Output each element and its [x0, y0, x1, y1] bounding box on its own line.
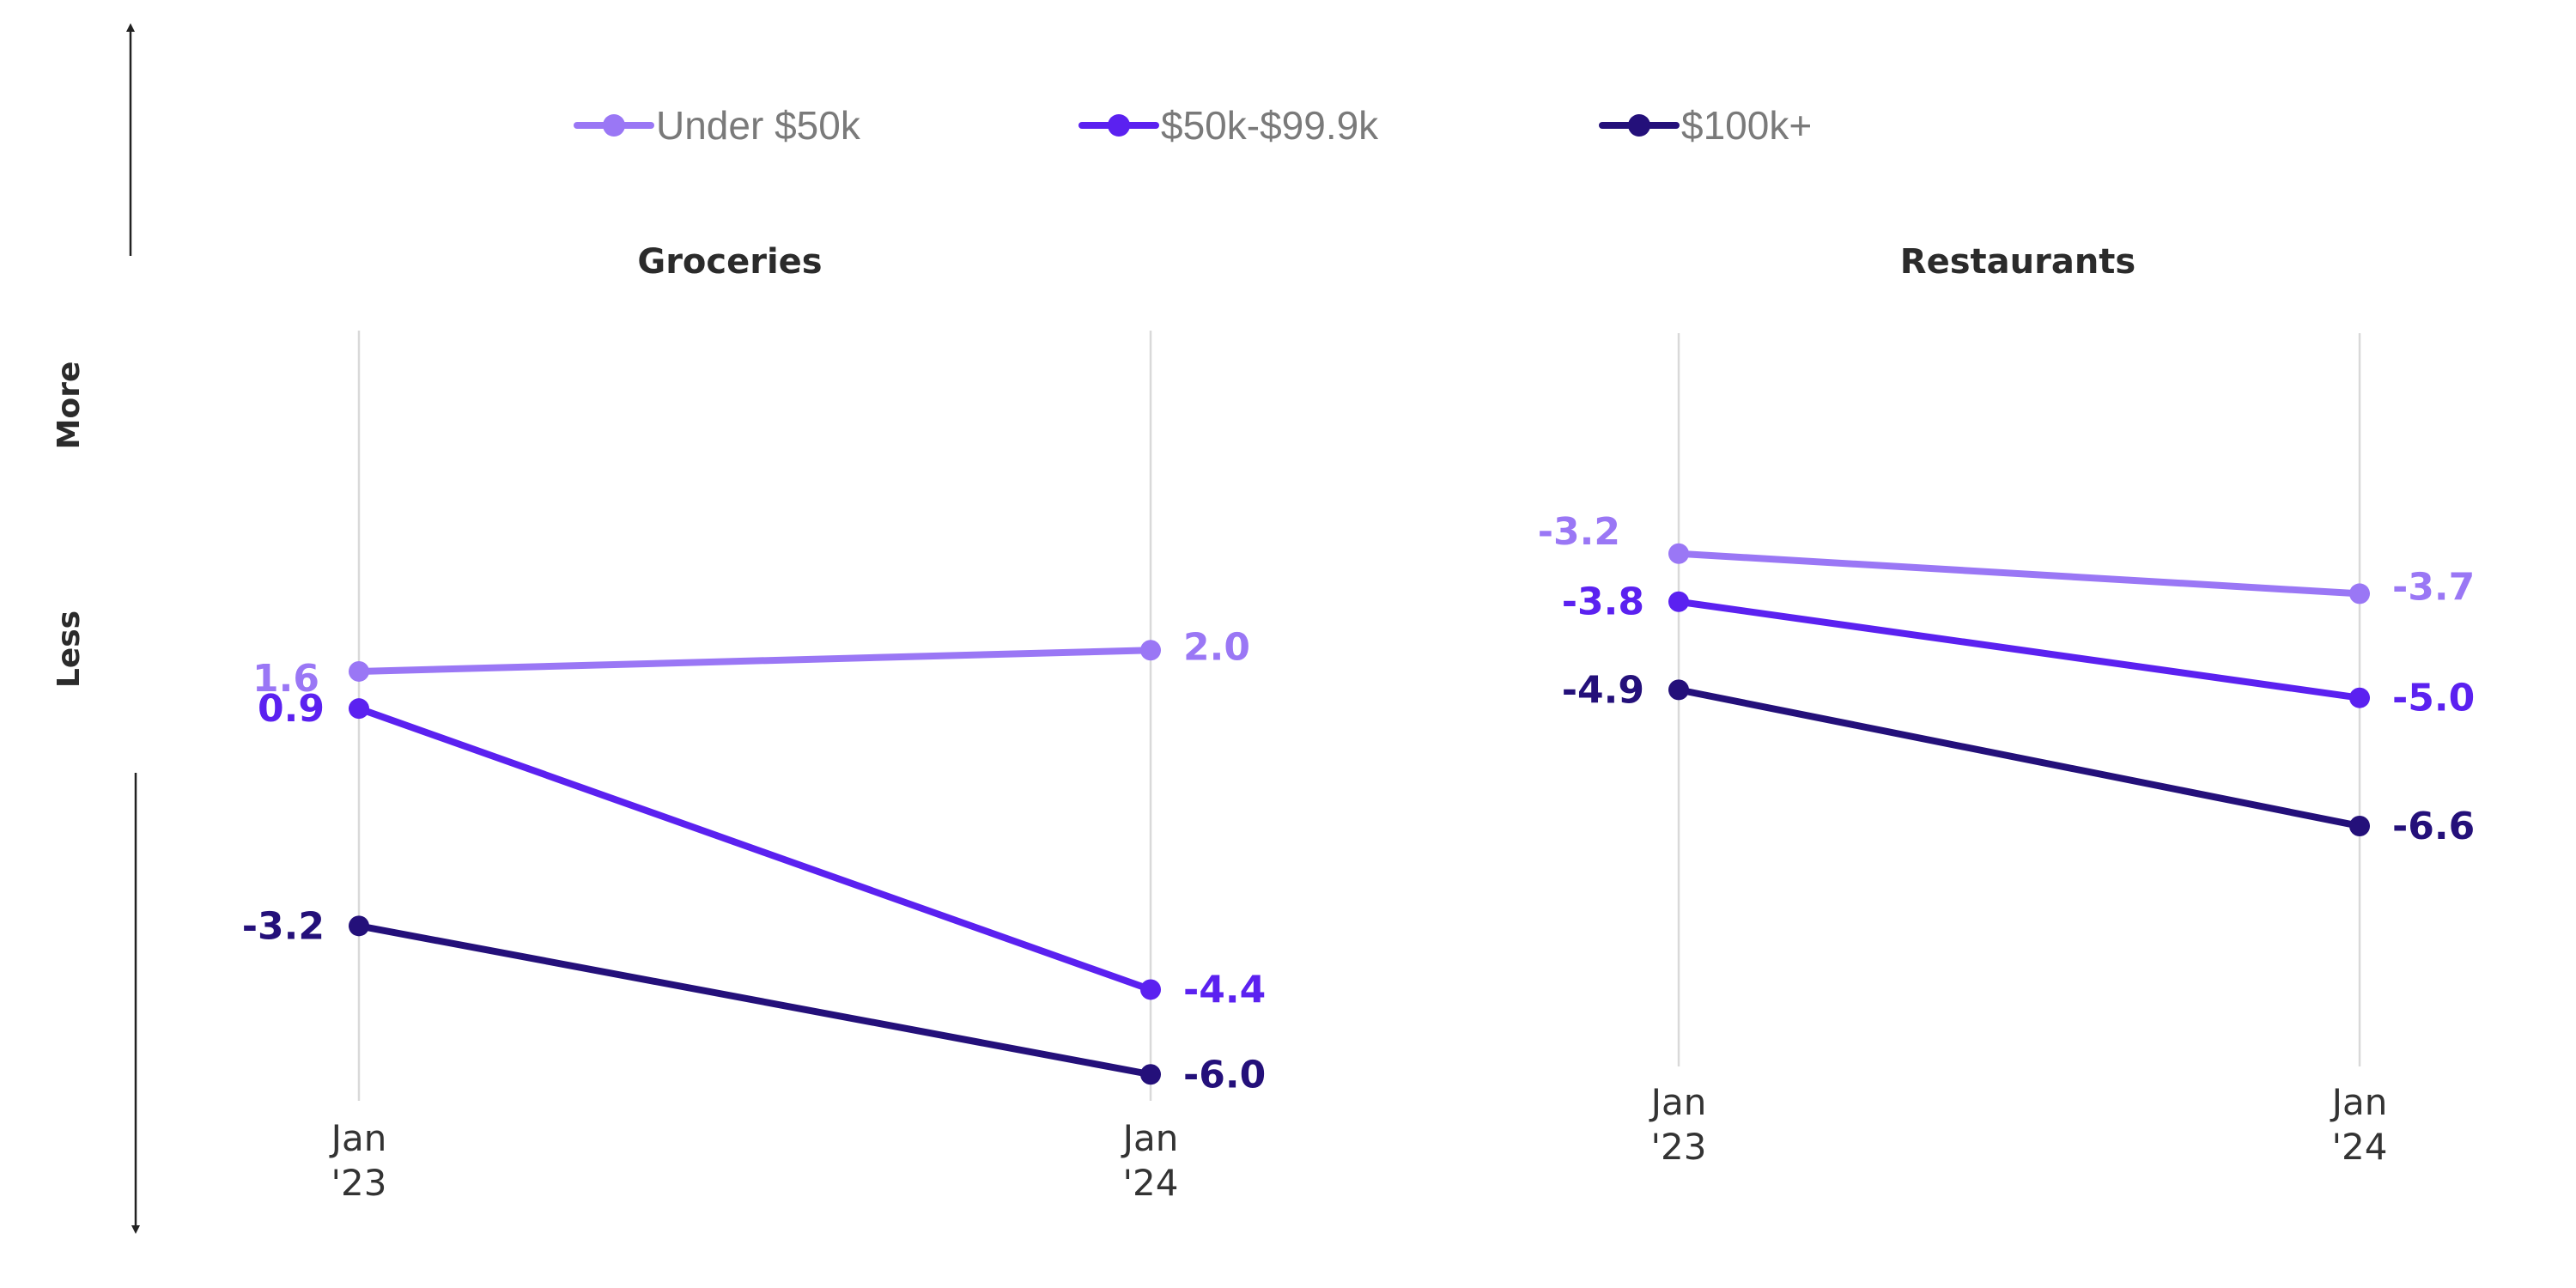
- axis-word-less: Less: [52, 611, 87, 688]
- legend-item-under-50k: Under $50k: [574, 103, 861, 148]
- data-label-50k-99-9k-jan-24: -5.0: [2392, 677, 2475, 720]
- data-point-100k-jan-24: [2349, 815, 2370, 836]
- data-label-50k-99-9k-jan-23: -3.8: [1562, 580, 1644, 624]
- data-label-under-50k-jan-23: -3.2: [1538, 510, 1620, 554]
- legend: Under $50k $50k-$99.9k $100k+: [574, 103, 1812, 148]
- data-point-under-50k-jan-23: [1668, 543, 1689, 564]
- legend-label: $50k-$99.9k: [1161, 103, 1379, 148]
- direction-indicator: More Less: [52, 23, 140, 1234]
- series-line-under-50k: [1675, 550, 2363, 598]
- tick-label-jan-24-month: Jan: [1121, 1117, 1179, 1159]
- data-point-50k-99-9k-jan-23: [349, 698, 369, 720]
- tick-label-jan-24-year: '24: [1123, 1162, 1179, 1204]
- data-point-100k-jan-23: [349, 915, 369, 937]
- series-line-50k-99-9k: [1675, 598, 2363, 702]
- data-point-50k-99-9k-jan-24: [1140, 979, 1161, 1000]
- axis-word-more: More: [52, 361, 87, 450]
- data-label-50k-99-9k-jan-24: -4.4: [1183, 968, 1266, 1012]
- data-point-50k-99-9k-jan-24: [2349, 687, 2370, 708]
- legend-item-100k-plus: $100k+: [1599, 103, 1812, 148]
- legend-label: Under $50k: [656, 103, 861, 148]
- legend-item-50k-99k: $50k-$99.9k: [1078, 103, 1379, 148]
- data-label-under-50k-jan-23: 1.6: [252, 657, 319, 701]
- panel-title-restaurants: Restaurants: [1900, 242, 2136, 282]
- data-label-100k-jan-24: -6.6: [2392, 805, 2475, 848]
- data-label-under-50k-jan-24: -3.7: [2392, 565, 2475, 609]
- data-label-100k-jan-23: -3.2: [242, 904, 325, 948]
- panel-groceries: Groceries 1.62.00.9-4.4-3.2-6.0 Jan '23 …: [242, 242, 1266, 1204]
- series-layer: -3.2 -3.7 -3.8 -5.0 -4.9 -6.6: [1538, 510, 2475, 848]
- data-point-100k-jan-23: [1668, 679, 1689, 701]
- series-line-under-50k: [355, 647, 1154, 675]
- data-point-under-50k-jan-24: [1140, 640, 1161, 661]
- data-point-under-50k-jan-24: [2349, 583, 2370, 605]
- legend-swatch-dot: [1628, 114, 1650, 137]
- data-point-under-50k-jan-23: [349, 660, 369, 682]
- legend-swatch-dot: [603, 114, 625, 137]
- series-layer: 1.6 2.0 0.9 -4.4 -3.2 -6.0: [242, 625, 1266, 1097]
- series-line-100k: [1675, 686, 2363, 829]
- tick-label-jan-23-year: '23: [331, 1162, 387, 1204]
- data-point-100k-jan-24: [1140, 1064, 1161, 1085]
- data-label-100k-jan-24: -6.0: [1183, 1053, 1266, 1097]
- tick-label-jan-23-year: '23: [1651, 1126, 1707, 1168]
- tick-label-jan-23-month: Jan: [329, 1117, 387, 1159]
- tick-label-jan-23-month: Jan: [1649, 1081, 1707, 1123]
- data-label-under-50k-jan-24: 2.0: [1183, 625, 1250, 669]
- panel-restaurants: Restaurants -3.2 -3.7 -3.8 -5.0 -4.9 -6.6 Jan…: [1538, 242, 2475, 1168]
- legend-swatch-dot: [1108, 114, 1130, 137]
- series-line-100k: [355, 922, 1154, 1078]
- legend-label: $100k+: [1681, 103, 1812, 148]
- data-label-50k-99-9k-jan-23: 0.9: [258, 687, 325, 731]
- data-point-50k-99-9k-jan-23: [1668, 591, 1689, 612]
- tick-label-jan-24-year: '24: [2332, 1126, 2388, 1168]
- data-label-100k-jan-23: -4.9: [1562, 668, 1644, 712]
- series-line-50k-99-9k: [355, 705, 1154, 993]
- tick-label-jan-24-month: Jan: [2330, 1081, 2388, 1123]
- panel-title-groceries: Groceries: [637, 242, 822, 282]
